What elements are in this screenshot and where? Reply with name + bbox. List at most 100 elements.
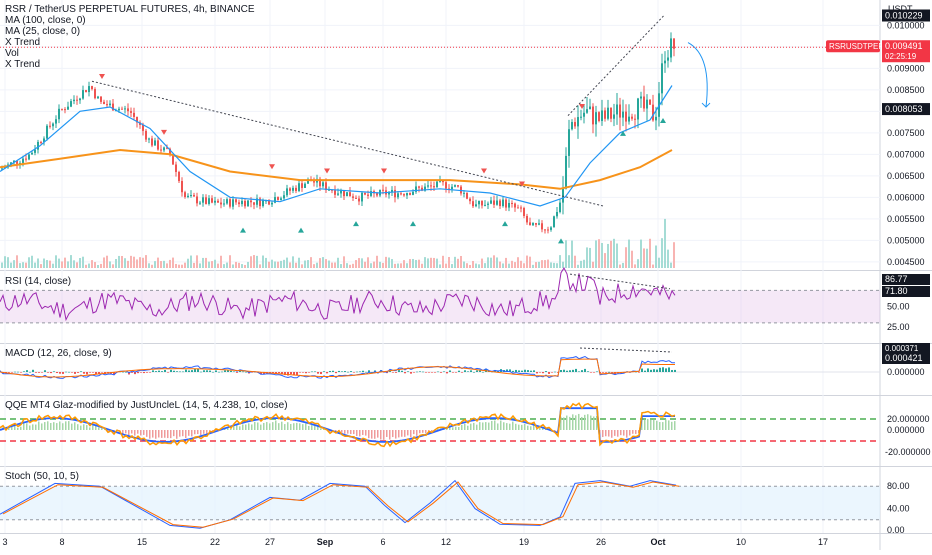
rsi-title[interactable]: RSI (14, close) [5,276,71,287]
candle-body [367,195,369,196]
volume-bar [568,255,570,268]
macd-hist-bar [437,372,439,373]
macd-hist-bar [467,371,469,372]
volume-bar [610,241,612,268]
macd-hist-bar [533,370,535,372]
legend-xtrend-2[interactable]: X Trend [5,59,255,70]
volume-bar [43,259,45,268]
macd-hist-bar [314,371,316,372]
sell-marker [381,169,387,174]
volume-bar [622,263,624,268]
macd-hist-bar [542,372,544,373]
macd-title[interactable]: MACD (12, 26, close, 9) [5,348,112,359]
candle-body [154,140,156,145]
candle-body [583,113,585,117]
volume-bar [667,250,669,268]
qqe-hist-bar [524,424,526,430]
qqe-hist-bar [197,430,199,434]
macd-hist-bar [572,370,574,372]
symbol-title[interactable]: RSR / TetherUS PERPETUAL FUTURES, 4h, BI… [5,4,255,15]
macd-hist-bar [26,370,28,372]
volume-bar [478,264,480,268]
volume-bar [490,258,492,268]
qqe-hist-bar [53,422,55,430]
rsi-tick-label: 50.00 [887,302,910,312]
candle-body [73,100,75,101]
macd-hist-bar [62,372,64,374]
volume-bar [160,261,162,268]
time-axis-label: 27 [265,537,275,547]
candle-body [232,199,234,206]
macd-value-label: 0.000421 [885,353,923,363]
volume-bar [301,264,303,268]
volume-bar [73,260,75,268]
candle-body [175,165,177,172]
volume-bar [541,260,543,268]
candle-body [145,131,147,140]
volume-bar [565,240,567,268]
macd-hist-bar [545,371,547,372]
candle-body [568,129,570,156]
macd-hist-bar [71,372,73,373]
qqe-hist-bar [275,420,277,430]
candle-body [565,156,567,189]
legend-vol[interactable]: Vol [5,48,255,59]
candle-body [205,197,207,204]
macd-hist-bar [569,370,571,372]
volume-bar [193,263,195,268]
volume-bar [82,257,84,268]
volume-bar [223,264,225,268]
macd-hist-bar [587,371,589,372]
volume-bar [664,219,666,268]
qqe-hist-bar [146,430,148,437]
macd-hist-bar [536,372,538,373]
volume-bar [412,259,414,268]
volume-bar [175,264,177,268]
qqe-title[interactable]: QQE MT4 Glaz-modified by JustUncleL (14,… [5,400,288,411]
macd-hist-bar [647,368,649,372]
macd-hist-bar [551,372,553,373]
candle-body [364,193,366,195]
candle-body [67,107,69,110]
qqe-hist-bar [158,430,160,437]
volume-bar [268,262,270,268]
volume-bar [52,264,54,268]
macd-hist-bar [191,370,193,372]
volume-bar [142,258,144,268]
volume-bar [172,258,174,268]
price-tick-label: 0.007000 [887,149,925,159]
qqe-hist-bar [308,426,310,430]
qqe-hist-bar [89,427,91,430]
candle-body [547,229,549,230]
candle-body [148,138,150,139]
macd-hist-bar [224,370,226,372]
macd-hist-bar [44,370,46,372]
candle-body [472,201,474,206]
qqe-hist-bar [470,424,472,430]
volume-bar [424,257,426,268]
stoch-title[interactable]: Stoch (50, 10, 5) [5,471,79,482]
candle-body [601,110,603,121]
volume-bar [574,256,576,268]
volume-bar [475,264,477,268]
volume-bar [325,259,327,268]
qqe-hist-bar [476,425,478,430]
legend-xtrend-1[interactable]: X Trend [5,37,255,48]
volume-bar [31,256,33,268]
macd-hist-bar [593,372,595,373]
volume-bar [151,265,153,268]
volume-bar [64,258,66,268]
candle-body [322,182,324,186]
volume-bar [637,259,639,268]
qqe-hist-bar [185,430,187,438]
legend-ma25[interactable]: MA (25, close, 0) [5,26,255,37]
macd-hist-bar [452,372,454,373]
qqe-hist-bar [584,415,586,430]
candle-body [487,204,489,205]
volume-bar [319,258,321,268]
candle-body [649,100,651,105]
legend-ma100[interactable]: MA (100, close, 0) [5,15,255,26]
qqe-hist-bar [233,426,235,430]
